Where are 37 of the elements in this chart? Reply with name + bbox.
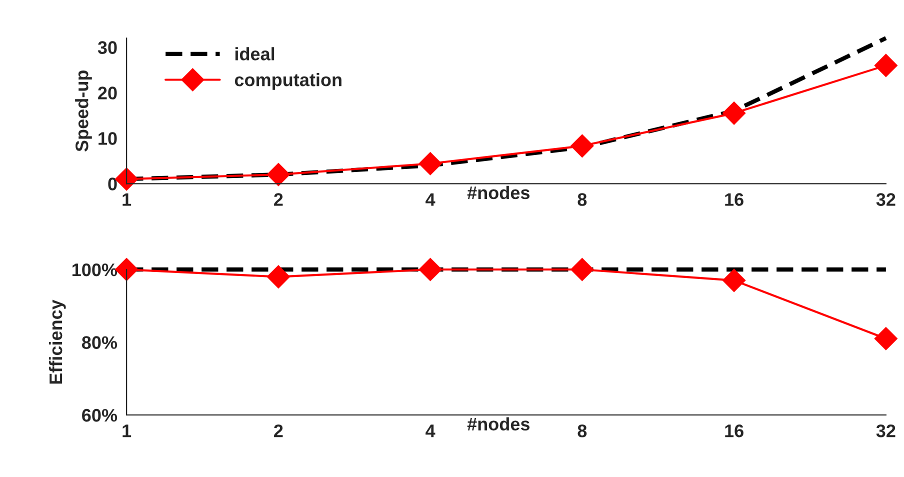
x-tick-label: 1 <box>122 193 132 206</box>
point <box>266 265 290 288</box>
y-tick-label: 10 <box>98 132 117 145</box>
x-axis-title: #nodes <box>467 417 530 430</box>
point <box>874 327 898 350</box>
point <box>570 258 594 282</box>
x-tick-label: 8 <box>578 424 587 438</box>
point <box>722 102 746 125</box>
x-tick-label: 8 <box>578 193 587 206</box>
point <box>874 54 898 77</box>
y-axis-title: Efficiency <box>48 300 66 384</box>
y-tick-label: 100% <box>72 263 118 276</box>
x-tick-label: 16 <box>725 193 744 206</box>
x-tick-label: 16 <box>725 424 744 438</box>
y-axis-title: Speed-up <box>75 70 92 152</box>
point <box>115 258 138 282</box>
point <box>266 163 290 186</box>
y-tick-label: 60% <box>82 408 118 422</box>
x-tick-label: 4 <box>426 424 436 438</box>
x-tick-label: 4 <box>426 193 436 206</box>
legend-label: computation <box>234 72 342 90</box>
y-tick-label: 30 <box>98 41 117 54</box>
x-tick-label: 1 <box>122 424 132 438</box>
x-tick-label: 32 <box>876 424 896 438</box>
point <box>570 134 594 158</box>
y-tick-label: 20 <box>98 86 117 100</box>
point <box>418 152 442 176</box>
x-axis-title: #nodes <box>467 186 530 200</box>
x-tick-label: 2 <box>274 193 283 206</box>
x-tick-label: 2 <box>274 424 283 438</box>
x-tick-label: 32 <box>876 193 896 206</box>
y-tick-label: 80% <box>82 336 118 349</box>
y-tick-label: 0 <box>108 178 117 190</box>
point <box>722 268 746 292</box>
point <box>418 258 442 282</box>
point <box>115 168 138 191</box>
legend-label: ideal <box>235 47 274 60</box>
